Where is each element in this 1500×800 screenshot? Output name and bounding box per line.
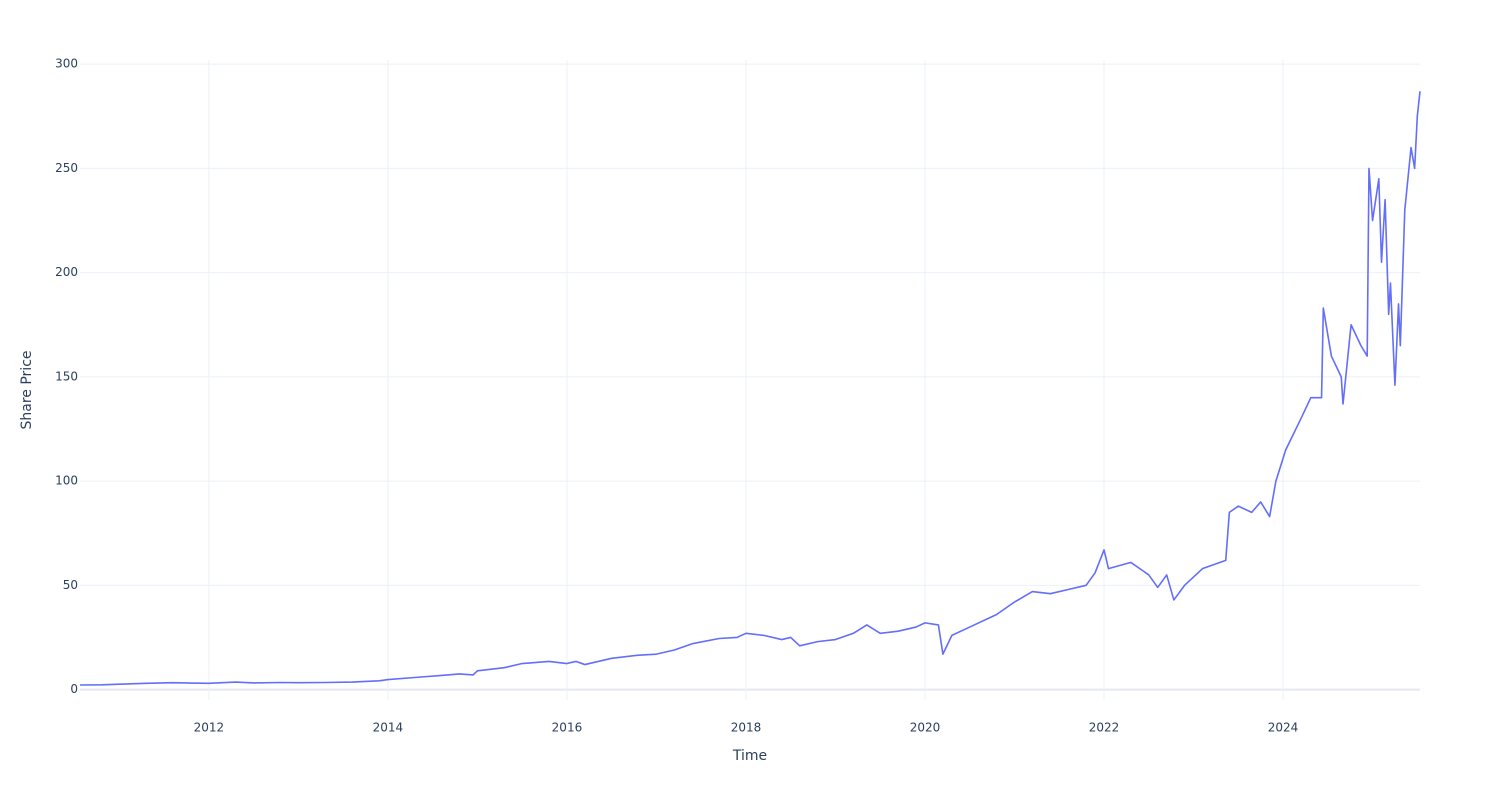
x-tick-label: 2016 <box>552 721 583 735</box>
y-tick-label: 300 <box>55 57 78 71</box>
x-tick-label: 2012 <box>194 721 225 735</box>
x-axis-title: Time <box>732 748 767 764</box>
x-tick-label: 2018 <box>731 721 762 735</box>
y-tick-label: 50 <box>63 578 78 592</box>
x-tick-label: 2020 <box>910 721 941 735</box>
x-tick-label: 2022 <box>1089 721 1120 735</box>
y-tick-label: 250 <box>55 161 78 175</box>
y-tick-label: 100 <box>55 474 78 488</box>
y-axis-title: Share Price <box>19 350 35 429</box>
y-tick-label: 200 <box>55 265 78 279</box>
y-tick-label: 0 <box>70 682 78 696</box>
y-tick-label: 150 <box>55 369 78 383</box>
price-line <box>79 91 1421 686</box>
x-tick-label: 2014 <box>373 721 404 735</box>
x-tick-label: 2024 <box>1268 721 1299 735</box>
